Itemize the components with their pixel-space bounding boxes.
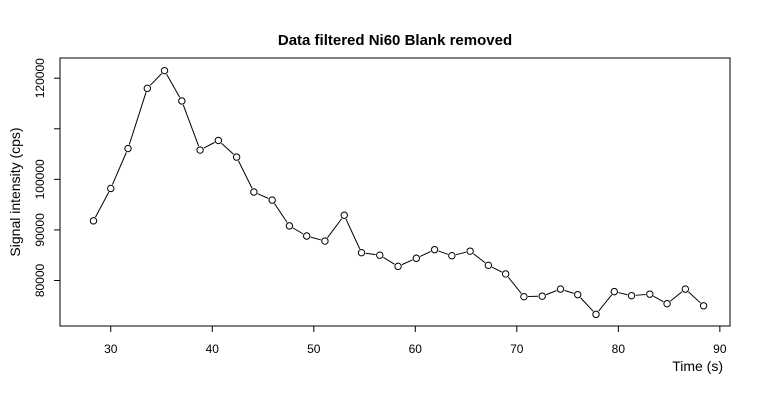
plot-frame xyxy=(59,57,731,327)
series-line-segment xyxy=(292,227,304,235)
series-line-segment xyxy=(221,142,234,155)
series-line-segment xyxy=(383,256,395,265)
data-point xyxy=(124,144,132,153)
data-point xyxy=(394,262,402,271)
data-point xyxy=(538,292,546,300)
data-point xyxy=(466,247,474,255)
y-tick-label: 90000 xyxy=(33,213,47,247)
x-axis-label: Time (s) xyxy=(672,358,723,374)
data-point xyxy=(627,291,636,300)
series-line-segment xyxy=(455,251,467,256)
series-line-segment xyxy=(670,291,683,302)
series-line-segment xyxy=(345,218,361,250)
series-line-segment xyxy=(257,193,269,199)
data-point xyxy=(178,97,186,105)
series-line-segment xyxy=(401,259,413,266)
series-line-segment xyxy=(653,295,664,303)
series-line-segment xyxy=(635,293,646,296)
series-line-segment xyxy=(688,291,701,304)
y-tick-label: 120000 xyxy=(33,58,47,98)
data-point xyxy=(520,292,528,301)
x-tick-label: 60 xyxy=(409,342,423,356)
data-point xyxy=(681,285,690,293)
data-point xyxy=(302,232,311,240)
data-point xyxy=(357,248,366,257)
data-point xyxy=(340,211,348,219)
x-tick-label: 80 xyxy=(612,342,626,356)
series-line-segment xyxy=(580,297,594,312)
series-line-segment xyxy=(111,152,127,185)
data-point xyxy=(321,237,329,245)
data-point xyxy=(412,254,421,262)
series-line-segment xyxy=(238,160,253,189)
series-line-segment xyxy=(598,294,613,312)
series-line-segment xyxy=(274,203,288,223)
series-line-segment xyxy=(507,276,522,294)
y-tick-label: 80000 xyxy=(33,263,47,297)
data-point xyxy=(430,245,439,254)
series-line-segment xyxy=(128,92,147,145)
data-point xyxy=(592,310,600,319)
data-point xyxy=(285,222,294,230)
series-line-segment xyxy=(327,218,343,238)
data-point xyxy=(143,84,152,93)
y-tick-label: 100000 xyxy=(33,159,47,199)
data-point xyxy=(610,287,618,296)
data-point xyxy=(556,285,565,293)
series-line-segment xyxy=(166,74,181,98)
chart-title: Data filtered Ni60 Blank removed xyxy=(278,32,512,49)
series-line-segment xyxy=(95,191,110,218)
series-line-segment xyxy=(618,292,628,296)
series-layer xyxy=(89,66,708,319)
x-tick-label: 40 xyxy=(206,342,220,356)
data-point xyxy=(196,146,204,154)
data-point xyxy=(268,196,276,204)
series-line-segment xyxy=(491,266,503,273)
series-line-segment xyxy=(564,289,574,294)
y-axis-label: Signal intensity (cps) xyxy=(7,127,23,256)
data-point xyxy=(448,252,456,260)
data-point xyxy=(250,188,258,196)
series-line-segment xyxy=(438,250,449,255)
data-point xyxy=(89,217,98,225)
data-point xyxy=(232,153,241,161)
series-line-segment xyxy=(473,253,486,264)
x-axis: 30 40 50 60 70 80 90 xyxy=(104,326,727,356)
series-line-segment xyxy=(310,236,322,241)
data-point xyxy=(214,136,223,145)
y-axis: 80000 90000 100000 120000 xyxy=(33,58,60,297)
series-line-segment xyxy=(365,252,376,256)
series-line-segment xyxy=(419,250,432,257)
series-line-segment xyxy=(182,104,200,147)
series-line-segment xyxy=(203,141,215,149)
data-point xyxy=(484,261,493,270)
data-point xyxy=(663,300,671,308)
x-tick-label: 30 xyxy=(104,342,118,356)
data-point xyxy=(646,290,654,298)
data-point xyxy=(107,184,115,193)
data-point xyxy=(160,66,169,75)
data-point xyxy=(376,251,384,259)
data-point xyxy=(574,290,582,299)
data-point xyxy=(699,302,708,310)
x-tick-label: 90 xyxy=(713,342,727,356)
x-tick-label: 70 xyxy=(510,342,524,356)
x-tick-label: 50 xyxy=(307,342,321,356)
series-line-segment xyxy=(545,290,557,296)
data-point xyxy=(501,270,510,278)
series-line-segment xyxy=(149,73,162,86)
